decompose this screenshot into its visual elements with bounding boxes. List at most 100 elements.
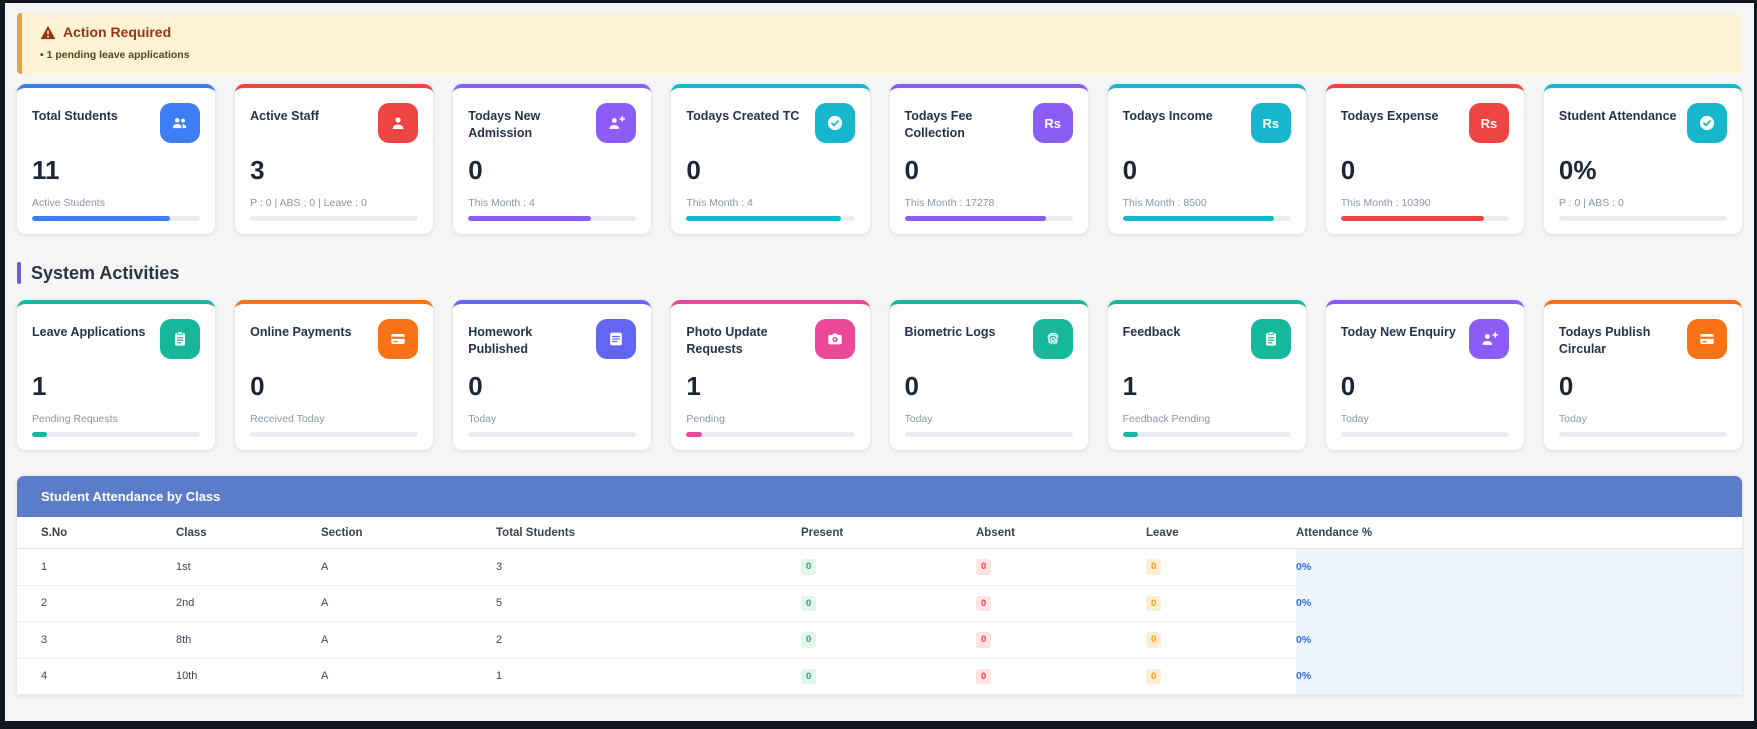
progress-bar xyxy=(250,216,419,221)
card-subtitle: This Month : 10390 xyxy=(1340,197,1431,209)
fingerprint-icon xyxy=(1032,319,1073,359)
colheader-leave: Leave xyxy=(1146,527,1179,539)
cell-leave: 0 xyxy=(1146,586,1296,622)
progress-bar xyxy=(1122,432,1291,437)
alert-item-text: • 1 pending leave applications xyxy=(40,49,190,61)
clipboard-icon xyxy=(1250,319,1291,359)
progress-bar xyxy=(686,432,855,437)
card-title: Todays Expense xyxy=(1340,109,1439,123)
cell-section: A xyxy=(321,633,329,646)
card-head: Biometric Logs xyxy=(905,319,1073,367)
alert-title: Action Required xyxy=(63,24,172,40)
progress-bar xyxy=(904,432,1073,437)
card-value: 11 xyxy=(32,155,60,185)
stat-card-todays-income[interactable]: Todays Income Rs 0 This Month : 8500 xyxy=(1107,84,1306,234)
cell-sno: 4 xyxy=(41,670,48,683)
table-row[interactable]: 1 1st A 3 0 0 0 0% xyxy=(17,549,1742,586)
activity-card-homework-published[interactable]: Homework Published 0 Today xyxy=(453,300,652,450)
cell-present: 0 xyxy=(801,622,976,658)
activity-card-today-new-enquiry[interactable]: Today New Enquiry 0 Today xyxy=(1325,300,1524,450)
activity-card-photo-update-requests[interactable]: Photo Update Requests 1 Pending xyxy=(671,300,870,450)
card-title: Photo Update Requests xyxy=(686,325,768,356)
card-title: Todays Created TC xyxy=(686,109,800,123)
card-value: 0 xyxy=(904,371,919,401)
card-title: Homework Published xyxy=(468,325,533,356)
action-required-alert: Action Required • 1 pending leave applic… xyxy=(17,13,1742,74)
card-head: Total Students xyxy=(32,103,201,151)
stat-cards-row: Total Students 11 Active Students Active… xyxy=(17,84,1742,234)
activity-card-leave-applications[interactable]: Leave Applications 1 Pending Requests xyxy=(17,300,216,450)
card-value: 1 xyxy=(32,371,47,401)
card-head: Todays Publish Circular xyxy=(1559,319,1727,367)
credit-card-icon xyxy=(1687,319,1727,359)
cell-class: 2nd xyxy=(176,597,195,610)
camera-icon xyxy=(814,319,855,359)
cell-attendance-pct: 0% xyxy=(1296,658,1742,694)
card-value: 0 xyxy=(686,155,701,185)
colheader-attendance-: Attendance % xyxy=(1296,527,1373,539)
cell-class: 1st xyxy=(176,560,191,573)
card-head: Leave Applications xyxy=(32,319,201,367)
table-row[interactable]: 3 8th A 2 0 0 0 0% xyxy=(17,622,1742,659)
table-row[interactable]: 2 2nd A 5 0 0 0 0% xyxy=(17,585,1742,622)
progress-bar-fill xyxy=(1340,216,1484,221)
table-row[interactable]: 4 10th A 1 0 0 0 0% xyxy=(17,658,1742,695)
activity-cards-row: Leave Applications 1 Pending Requests On… xyxy=(17,300,1742,450)
cell-absent: 0 xyxy=(976,622,1146,658)
attendance-table-panel: Student Attendance by Class S.No Class Sec… xyxy=(17,476,1742,695)
cell-class: 10th xyxy=(176,670,198,683)
stat-card-todays-new-admission[interactable]: Todays New Admission 0 This Month : 4 xyxy=(453,84,652,234)
card-subtitle: Today xyxy=(468,413,497,425)
card-subtitle: P : 0 | ABS : 0 xyxy=(1558,197,1624,209)
card-title: Online Payments xyxy=(250,325,352,339)
cell-section: A xyxy=(321,670,329,683)
card-head: Homework Published xyxy=(468,319,637,367)
card-head: Student Attendance xyxy=(1559,103,1727,151)
activity-card-biometric-logs[interactable]: Biometric Logs 0 Today xyxy=(889,300,1088,450)
card-title: Todays New Admission xyxy=(468,109,541,140)
activity-card-online-payments[interactable]: Online Payments 0 Received Today xyxy=(235,300,434,450)
progress-bar xyxy=(1340,216,1509,221)
system-activities-heading: System Activities xyxy=(17,262,1742,284)
absent-badge: 0 xyxy=(976,559,992,575)
cell-absent: 0 xyxy=(976,586,1146,622)
card-head: Todays Expense Rs xyxy=(1341,103,1509,151)
activity-card-feedback[interactable]: Feedback 1 Feedback Pending xyxy=(1107,300,1306,450)
colheader-present: Present xyxy=(801,527,844,539)
progress-bar-fill xyxy=(686,432,702,437)
stat-card-student-attendance[interactable]: Student Attendance 0% P : 0 | ABS : 0 xyxy=(1543,84,1742,234)
progress-bar-fill xyxy=(904,216,1046,221)
stat-card-total-students[interactable]: Total Students 11 Active Students xyxy=(17,84,216,234)
card-value: 1 xyxy=(1122,371,1138,401)
stat-card-active-staff[interactable]: Active Staff 3 P : 0 | ABS : 0 | Leave :… xyxy=(235,84,434,234)
cell-sno: 2 xyxy=(41,597,48,610)
section-title: System Activities xyxy=(31,262,180,283)
stat-card-todays-expense[interactable]: Todays Expense Rs 0 This Month : 10390 xyxy=(1325,84,1524,234)
card-head: Todays New Admission xyxy=(468,103,637,151)
cell-leave: 0 xyxy=(1146,622,1296,658)
progress-bar xyxy=(1558,216,1727,221)
progress-bar xyxy=(904,216,1073,221)
rupee-icon: Rs xyxy=(1468,103,1509,143)
activity-card-todays-publish-circular[interactable]: Todays Publish Circular 0 Today xyxy=(1543,300,1742,450)
stat-card-todays-fee-collection[interactable]: Todays Fee Collection Rs 0 This Month : … xyxy=(889,84,1088,234)
users-icon xyxy=(160,103,201,143)
progress-bar xyxy=(250,432,419,437)
colheader-total-students: Total Students xyxy=(496,527,576,539)
cell-total-students: 5 xyxy=(496,597,503,610)
cell-absent: 0 xyxy=(976,549,1146,585)
attendance-table-colheaders: S.No Class Section Total Students Present Abs… xyxy=(17,517,1742,549)
stat-card-todays-created-tc[interactable]: Todays Created TC 0 This Month : 4 xyxy=(671,84,870,234)
leave-badge: 0 xyxy=(1146,632,1162,648)
card-title: Active Staff xyxy=(250,109,319,123)
progress-bar xyxy=(32,216,201,221)
credit-card-icon xyxy=(378,319,419,359)
card-head: Feedback xyxy=(1123,319,1291,367)
attendance-table-title: Student Attendance by Class xyxy=(17,476,1742,517)
progress-bar xyxy=(1340,432,1509,437)
card-subtitle: This Month : 4 xyxy=(686,197,753,209)
cell-sno: 1 xyxy=(41,560,48,573)
card-title: Biometric Logs xyxy=(904,325,996,339)
progress-bar xyxy=(468,216,637,221)
